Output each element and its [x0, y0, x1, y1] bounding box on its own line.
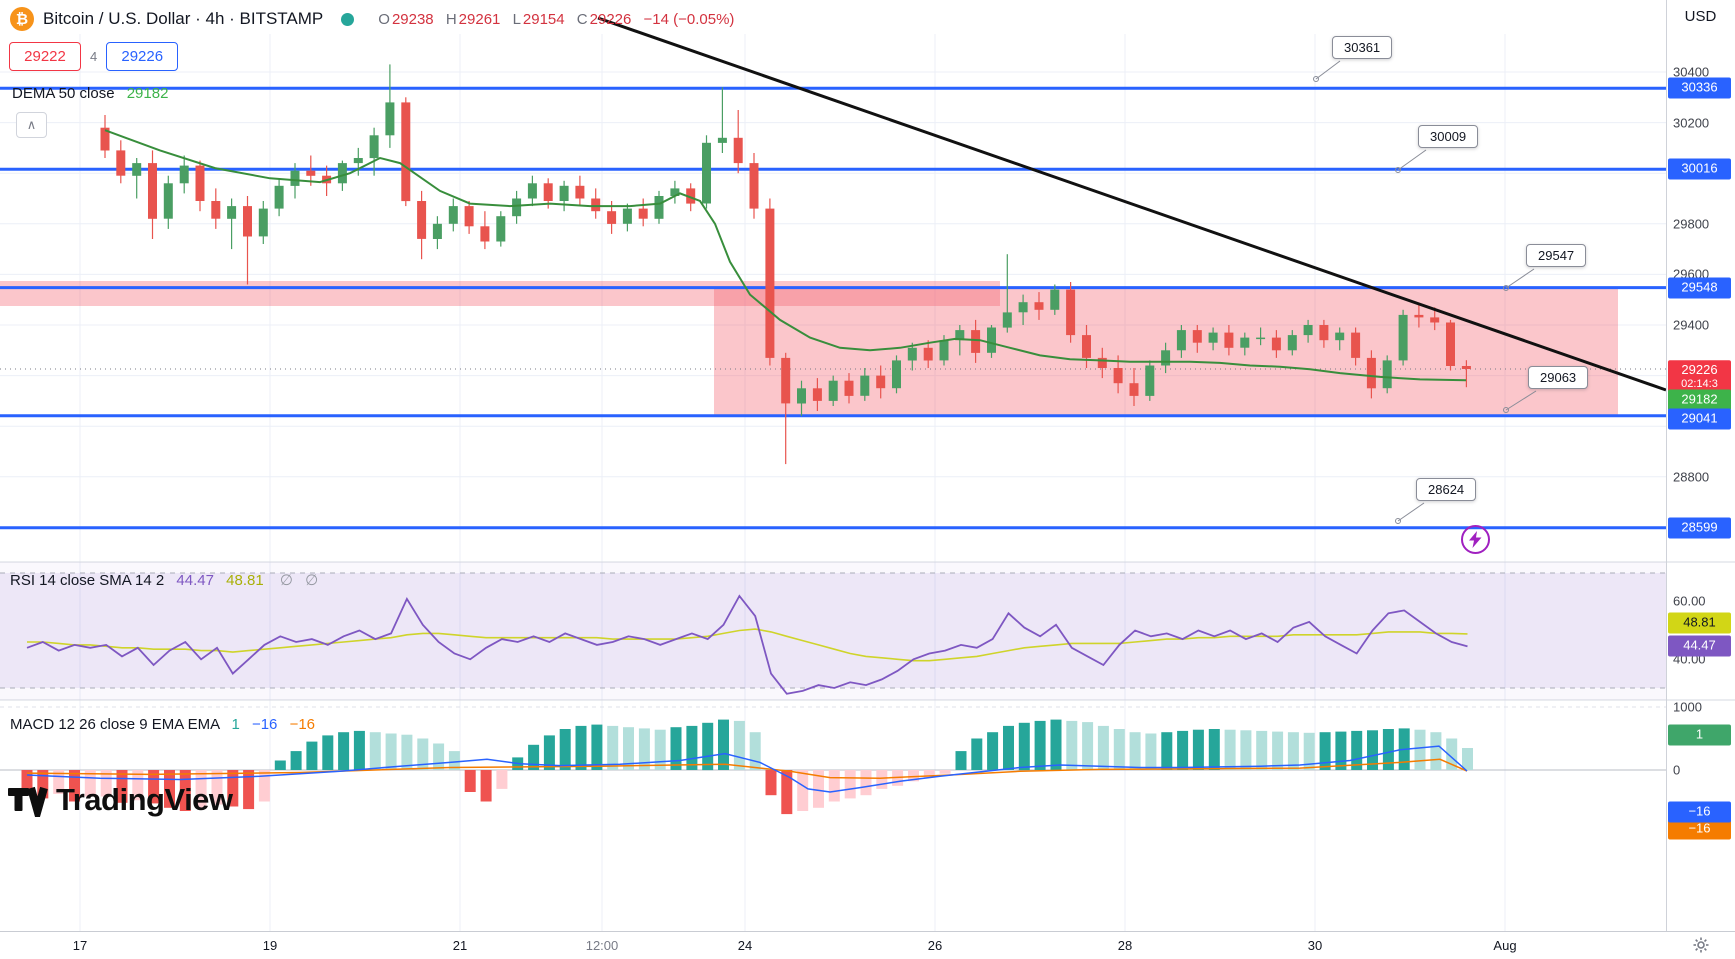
low-value: 29154	[522, 10, 565, 28]
tradingview-logo-icon	[8, 786, 48, 817]
scale-badge: 30016	[1668, 158, 1731, 180]
rsi-legend-label: RSI 14 close SMA 14 2	[10, 572, 165, 589]
scale-tick: 1000	[1673, 699, 1702, 715]
scale-badge: 29041	[1668, 408, 1731, 430]
rsi-extra-symbols: ∅ ∅	[279, 572, 323, 589]
scale-tick: 28800	[1673, 469, 1710, 485]
time-label: 17	[72, 938, 88, 953]
scale-tick: 30200	[1673, 115, 1710, 131]
symbol-title[interactable]: Bitcoin / U.S. Dollar · 4h · BITSTAMP	[43, 9, 324, 28]
time-label: Aug	[1493, 938, 1517, 953]
scale-badge: 44.47	[1668, 635, 1731, 657]
collapse-legend-button[interactable]: ∧	[16, 112, 47, 138]
scale-tick: 29400	[1673, 317, 1710, 333]
close-label: C	[576, 10, 588, 28]
scale-tick: 0	[1673, 762, 1681, 778]
tradingview-watermark: TradingView	[8, 782, 233, 818]
time-axis[interactable]: 17 19 21 12:00 24 26 28 30 Aug	[0, 931, 1735, 959]
quote-row: 29222 4 29226	[9, 42, 179, 71]
scale-badge: 28599	[1668, 517, 1731, 539]
scale-tick: 60.00	[1673, 593, 1706, 609]
gear-icon[interactable]	[1693, 937, 1709, 958]
bitcoin-icon: ₿	[10, 7, 34, 31]
price-callout[interactable]: 28624	[1416, 478, 1477, 501]
scale-badge: 48.81	[1668, 612, 1731, 634]
macd-line-value: −16	[251, 716, 278, 733]
ohlc-values: O 29238 H 29261 L 29154 C 29226 −14 (−0.05%)	[370, 11, 734, 28]
time-label: 30	[1307, 938, 1323, 953]
scale-badge: 29226 02:14:3	[1668, 360, 1731, 394]
high-label: H	[445, 10, 457, 28]
time-label: 24	[737, 938, 753, 953]
buy-price-button[interactable]: 29226	[106, 42, 179, 71]
price-scale[interactable]	[1666, 0, 1735, 959]
close-value: 29226	[589, 10, 632, 28]
price-callout[interactable]: 30361	[1332, 36, 1393, 59]
market-status-dot[interactable]	[341, 12, 355, 26]
scale-badge: 29548	[1668, 277, 1731, 299]
scale-badge: 30336	[1668, 77, 1731, 99]
price-callout[interactable]: 29547	[1526, 244, 1587, 267]
time-label: 28	[1117, 938, 1133, 953]
time-label: 12:00	[585, 938, 619, 953]
time-label: 21	[452, 938, 468, 953]
tradingview-watermark-text: TradingView	[56, 782, 233, 817]
scale-badge: −16	[1668, 801, 1731, 823]
low-label: L	[512, 10, 521, 28]
scale-tick: 29800	[1673, 216, 1710, 232]
sell-price-button[interactable]: 29222	[9, 42, 81, 71]
dema-legend[interactable]: DEMA 50 close 29182	[12, 85, 168, 102]
macd-legend[interactable]: MACD 12 26 close 9 EMA EMA 1 −16 −16	[10, 716, 315, 733]
open-value: 29238	[391, 10, 434, 28]
open-label: O	[378, 10, 390, 28]
macd-legend-label: MACD 12 26 close 9 EMA EMA	[10, 716, 220, 733]
price-callout[interactable]: 29063	[1528, 366, 1589, 389]
scale-badge: −16	[1668, 818, 1731, 840]
lightning-bolt-icon	[1469, 531, 1482, 548]
scale-tick: 30400	[1673, 64, 1710, 80]
price-callout[interactable]: 30009	[1418, 125, 1479, 148]
macd-hist-value: 1	[231, 716, 240, 733]
spread-value: 4	[90, 49, 98, 64]
rsi-legend[interactable]: RSI 14 close SMA 14 2 44.47 48.81 ∅ ∅	[10, 571, 322, 589]
rsi-value: 44.47	[176, 572, 214, 589]
lightning-alert-button[interactable]	[1461, 525, 1490, 554]
symbol-legend[interactable]: ₿ Bitcoin / U.S. Dollar · 4h · BITSTAMP …	[10, 7, 734, 31]
time-label: 19	[262, 938, 278, 953]
currency-label: USD	[1684, 8, 1717, 25]
time-label: 26	[927, 938, 943, 953]
scale-badge: 1	[1668, 724, 1731, 746]
high-value: 29261	[458, 10, 501, 28]
macd-signal-value: −16	[289, 716, 316, 733]
change-value: −14 (−0.05%)	[643, 10, 735, 28]
rsi-sma-value: 48.81	[226, 572, 264, 589]
chevron-up-icon: ∧	[26, 117, 37, 132]
dema-legend-label: DEMA 50 close	[12, 85, 115, 102]
dema-legend-value: 29182	[126, 85, 169, 102]
scale-badge: 29182	[1668, 389, 1731, 411]
